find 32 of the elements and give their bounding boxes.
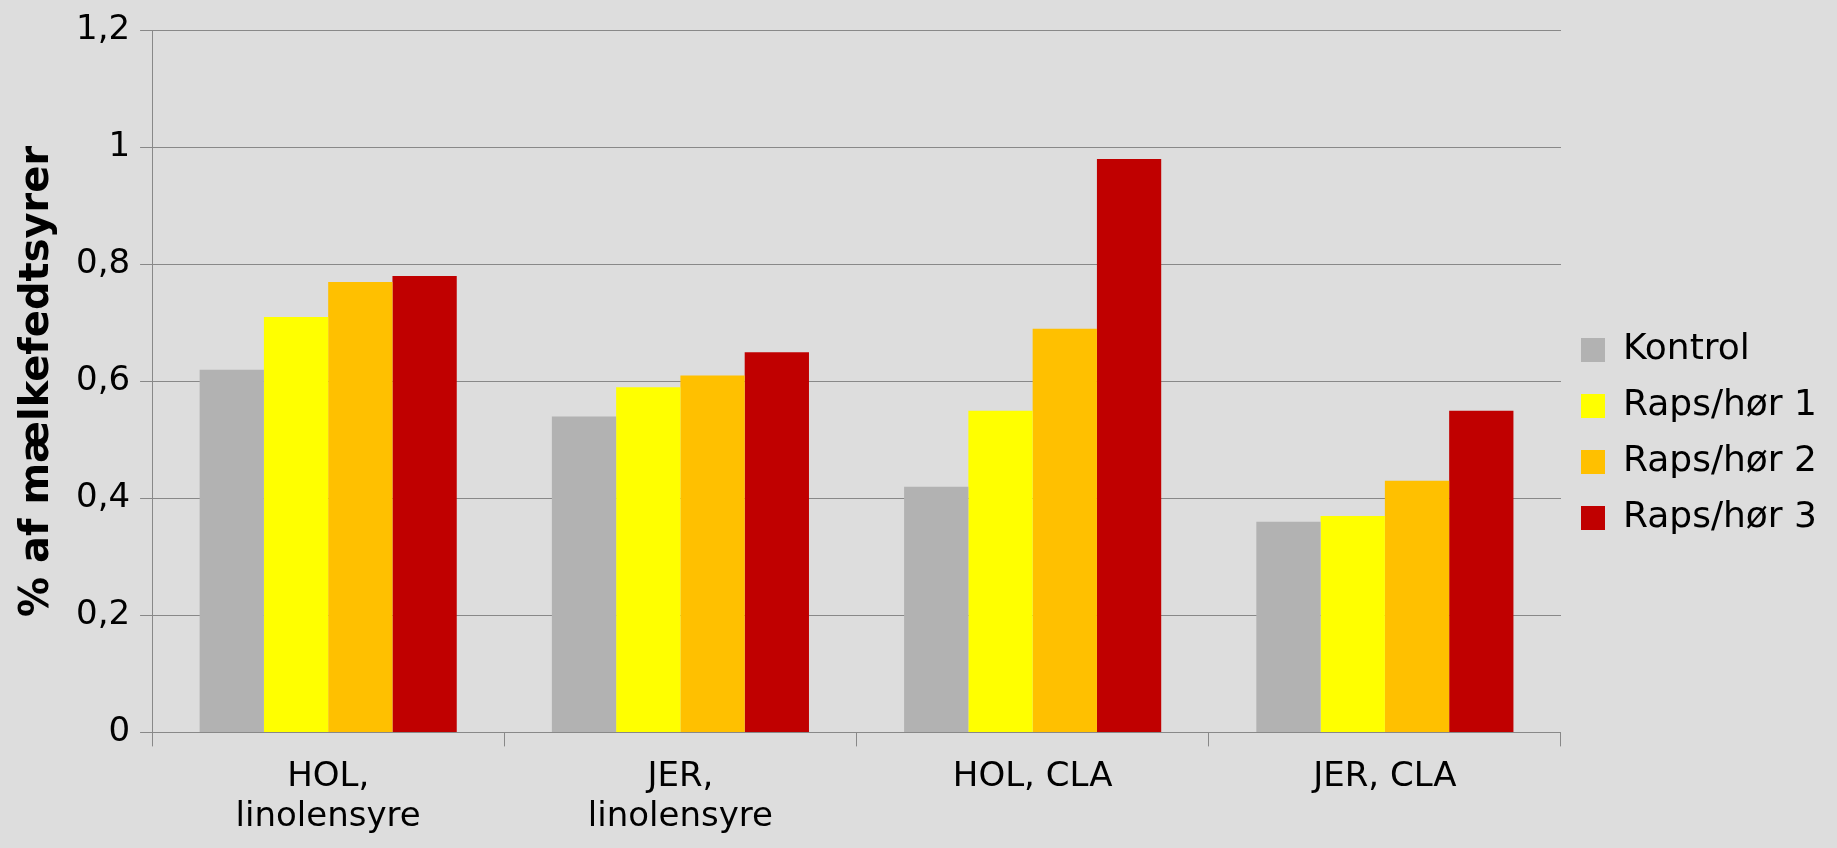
y-tick-label: 0,2 [75,592,131,633]
bar [1384,480,1450,732]
bar [1449,410,1514,732]
bar [392,276,457,732]
y-axis-title: % af mælkefedtsyrer [11,145,58,617]
x-tick-label: HOL, linolensyre [235,753,421,835]
y-tick-label: 0,4 [75,475,131,516]
bar [616,387,681,732]
bar [199,369,264,732]
bar [263,317,329,732]
bar [551,416,617,732]
legend-label: Raps/hør 3 [1622,494,1818,536]
x-tick-label: JER, linolensyre [587,753,773,835]
bar [744,352,809,732]
legend-label: Raps/hør 1 [1622,382,1818,424]
bar [680,375,745,732]
legend-label: Raps/hør 2 [1622,438,1818,480]
bar [1256,521,1321,732]
bar [968,410,1033,732]
x-tick-label: HOL, CLA [952,753,1113,794]
x-tick-label: JER, CLA [1311,753,1457,794]
y-tick-label: 0 [108,709,131,750]
legend-label: Kontrol [1622,326,1750,368]
bar [904,486,969,732]
y-tick-label: 0,6 [75,358,131,399]
bar [1096,159,1162,732]
y-tick-label: 0,8 [75,241,131,282]
bar [328,281,393,732]
y-tick-label: 1 [108,124,131,165]
bar [1032,328,1097,732]
bar [1320,515,1385,732]
y-tick-label: 1,2 [75,7,131,48]
